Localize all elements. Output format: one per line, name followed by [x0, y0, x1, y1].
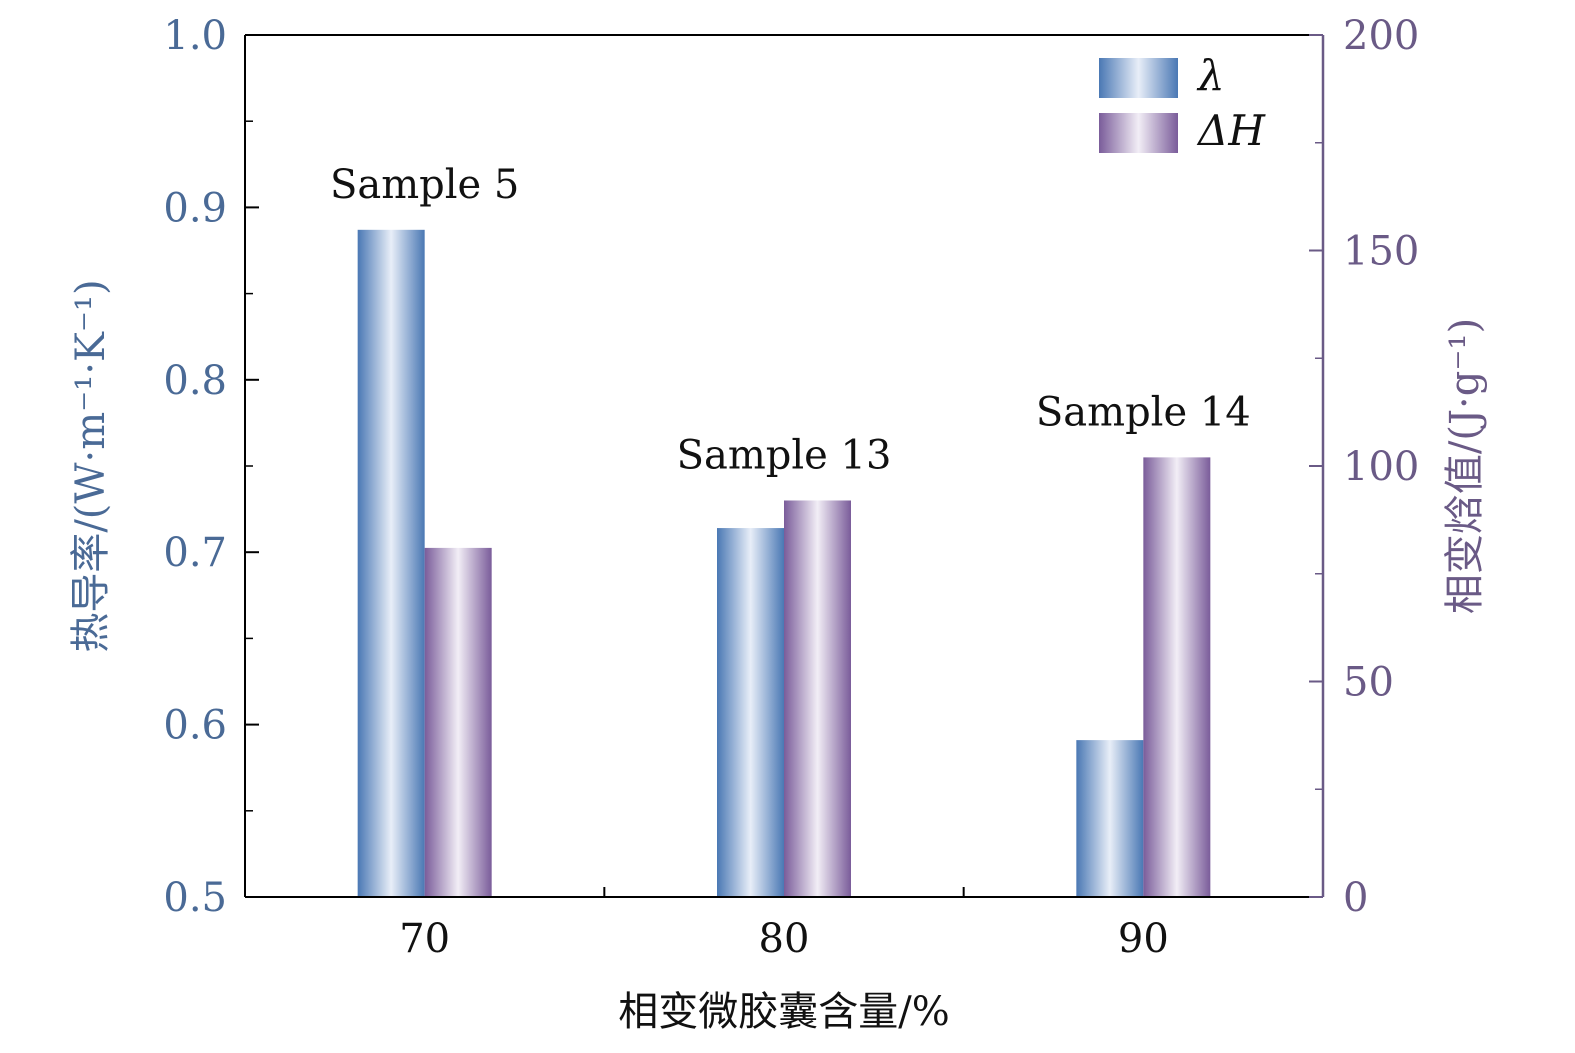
right-axis-title: 相变焓值/(J·g⁻¹) — [1442, 318, 1488, 614]
x-axis-title: 相变微胶囊含量/% — [618, 989, 949, 1035]
annotations: Sample 5 Sample 13 Sample 14 — [330, 162, 1251, 479]
right-tick-label: 100 — [1343, 444, 1419, 490]
x-tick-label: 80 — [759, 916, 810, 962]
legend-label: ΔH — [1196, 106, 1266, 155]
x-axis: 70 80 90 — [399, 887, 1169, 962]
sample-annotation: Sample 13 — [677, 432, 892, 478]
left-axis-title: 热导率/(W·m⁻¹·K⁻¹) — [68, 279, 114, 652]
bar-lambda-80 — [717, 528, 784, 897]
bar-dh-80 — [784, 500, 851, 897]
x-tick-label: 70 — [399, 916, 450, 962]
left-axis: 0.5 0.6 0.7 0.8 0.9 1.0 — [163, 13, 259, 921]
sample-annotation: Sample 14 — [1036, 389, 1251, 435]
left-tick-label: 0.6 — [163, 703, 227, 749]
left-tick-label: 0.7 — [163, 530, 227, 576]
right-tick-label: 200 — [1343, 13, 1419, 59]
left-tick-label: 0.8 — [163, 358, 227, 404]
legend-label: λ — [1196, 51, 1225, 100]
bar-dh-70 — [424, 547, 492, 897]
left-tick-label: 1.0 — [163, 13, 227, 59]
left-tick-label: 0.5 — [163, 875, 227, 921]
right-tick-label: 150 — [1343, 229, 1419, 275]
legend-swatch — [1099, 113, 1178, 153]
bar-dh-90 — [1143, 457, 1211, 897]
left-tick-label: 0.9 — [163, 185, 227, 231]
right-axis: 0 50 100 150 200 — [1309, 13, 1419, 921]
right-tick-label: 0 — [1343, 875, 1368, 921]
x-tick-label: 90 — [1118, 916, 1169, 962]
legend: λ ΔH — [1099, 51, 1266, 155]
sample-annotation: Sample 5 — [330, 162, 519, 208]
legend-swatch — [1099, 58, 1178, 98]
bars-layer — [357, 229, 1211, 897]
bar-lambda-90 — [1076, 740, 1144, 897]
right-tick-label: 50 — [1343, 660, 1394, 706]
bar-lambda-70 — [357, 229, 425, 897]
